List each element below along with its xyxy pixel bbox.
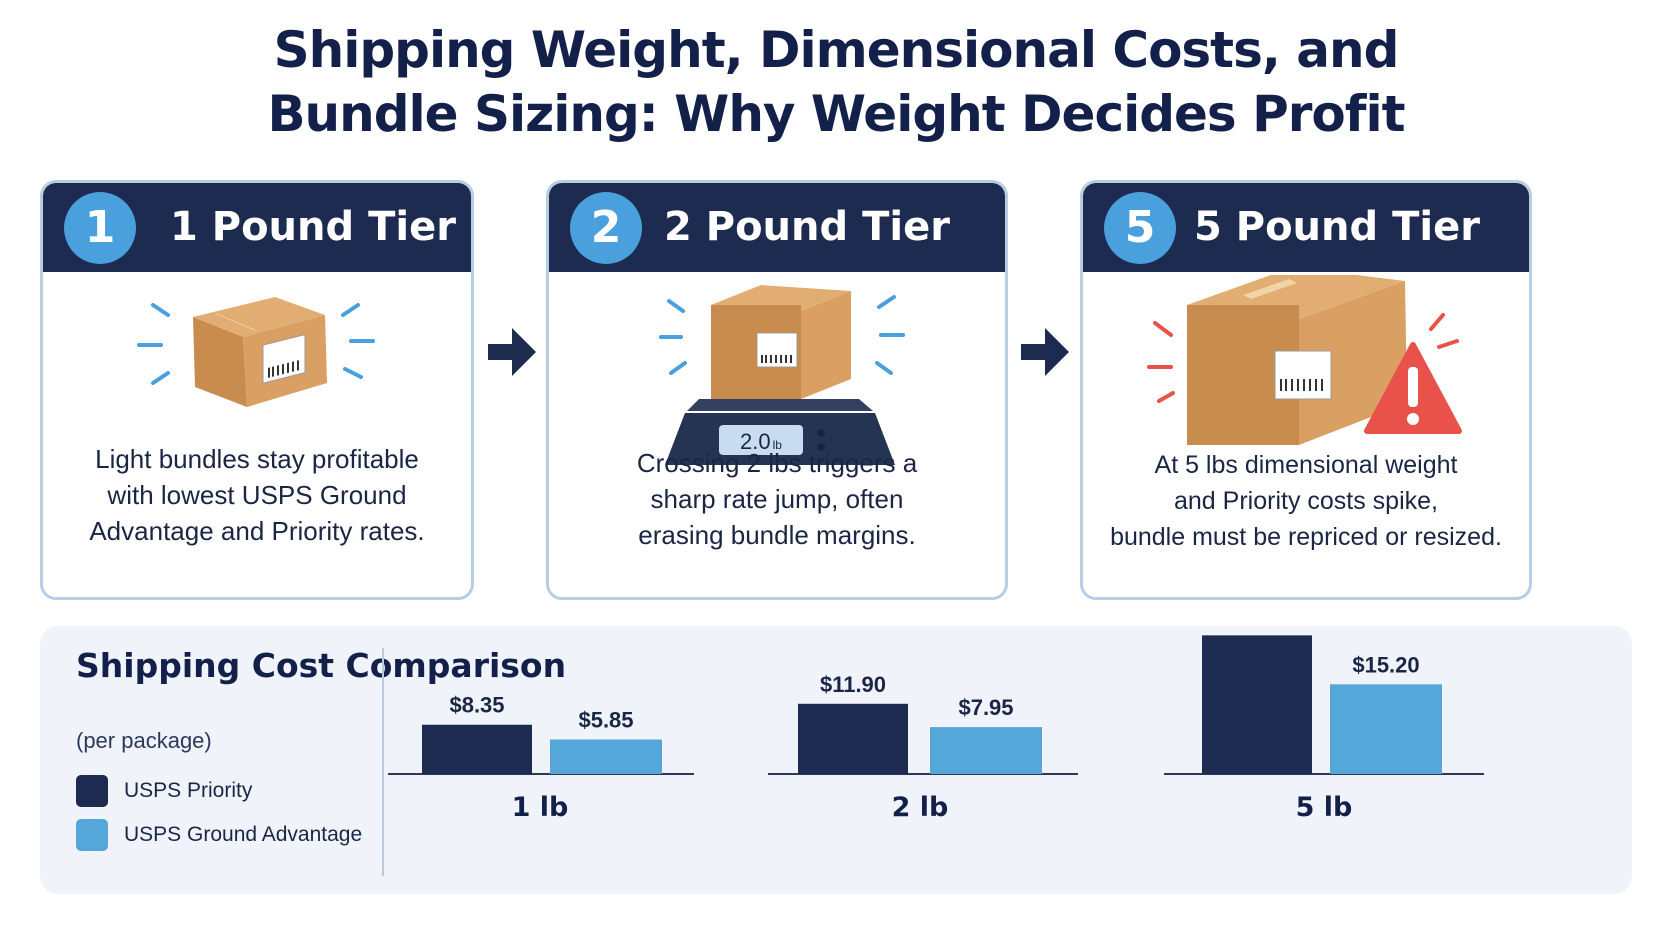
tier-description-line: Advantage and Priority rates.: [89, 516, 425, 546]
bar-ground-1lb: [550, 739, 662, 774]
shipping-box-icon: [1147, 275, 1462, 445]
bar-value-label: $11.90: [820, 672, 886, 697]
tier-description-line: Light bundles stay profitable: [95, 444, 419, 474]
legend-item-priority: USPS Priority: [76, 774, 252, 808]
legend-label: USPS Ground Advantage: [124, 823, 363, 846]
tier-title: 5 Pound Tier: [1194, 204, 1480, 250]
legend-swatch: [76, 819, 108, 851]
tier-description-line: At 5 lbs dimensional weight: [1154, 451, 1458, 479]
legend-swatch: [76, 775, 108, 807]
tier-title: 1 Pound Tier: [170, 204, 456, 250]
tier-header: 1 1 Pound Tier: [43, 183, 471, 272]
shipping-box-icon: [137, 297, 375, 407]
tier-description: Light bundles stay profitable with lowes…: [63, 441, 451, 549]
bar-value-label: $8.35: [449, 693, 504, 718]
tier-description: Crossing 2 lbs triggers a sharp rate jum…: [569, 445, 985, 553]
bar-value-label: $7.95: [958, 695, 1013, 720]
category-label: 1 lb: [512, 792, 569, 823]
tier-number-badge: 2: [570, 192, 642, 264]
bar-value-label: $23.50: [1223, 626, 1290, 628]
panel-divider: [382, 648, 384, 876]
chart-subtitle: (per package): [76, 728, 212, 753]
bar-value-label: $15.20: [1352, 652, 1419, 677]
scale-readout-value: 2.0: [740, 429, 771, 454]
bar-ground-5lb: [1330, 684, 1442, 774]
tier-description-line: sharp rate jump, often: [650, 484, 904, 514]
bar-ground-2lb: [930, 727, 1042, 774]
cost-comparison-panel: Shipping Cost Comparison (per package) U…: [40, 626, 1632, 894]
weighing-scale-icon: [659, 285, 905, 465]
tier-header: 2 2 Pound Tier: [549, 183, 1005, 272]
bar-priority-2lb: [798, 703, 908, 774]
legend-label: USPS Priority: [124, 779, 253, 802]
page-title: Shipping Weight, Dimensional Costs, and …: [0, 18, 1672, 146]
category-label: 5 lb: [1296, 792, 1353, 823]
tier-description: At 5 lbs dimensional weight and Priority…: [1103, 447, 1509, 555]
tier-header: 5 5 Pound Tier: [1083, 183, 1529, 272]
bar-priority-1lb: [422, 724, 532, 774]
arrow-right-icon: [488, 328, 536, 376]
chart-title: Shipping Cost Comparison: [76, 646, 566, 686]
tier-card-5lb: 5 5 Pound Tier At 5 lbs dimensional weig…: [1080, 180, 1532, 600]
scale-readout: 2.0 lb: [719, 427, 803, 457]
chart-title-text: Shipping Cost Comparison: [76, 646, 567, 685]
tier-description-line: and Priority costs spike,: [1174, 487, 1438, 515]
tier-card-1lb: 1 1 Pound Tier Light bundles stay profit…: [40, 180, 474, 600]
scale-readout-unit: lb: [772, 438, 782, 452]
bar-value-label: $5.85: [578, 707, 633, 732]
bar-priority-5lb: [1202, 635, 1312, 774]
category-label: 2 lb: [892, 792, 949, 823]
legend-item-ground: USPS Ground Advantage: [76, 818, 362, 852]
bar-chart: $8.35 $5.85 1 lb $11.90 $7.95 2 lb $23.50 $15.2…: [388, 626, 1484, 823]
tier-title: 2 Pound Tier: [664, 204, 950, 250]
tier-description-line: Crossing 2 lbs triggers a: [636, 448, 918, 478]
tier-number-badge: 5: [1104, 192, 1176, 264]
tier-card-2lb: 2 2 Pound Tier 2.0 lb Crossing 2 lbs: [546, 180, 1008, 600]
tier-description-line: bundle must be repriced or resized.: [1110, 523, 1502, 551]
tier-description-line: erasing bundle margins.: [638, 520, 916, 550]
page-title-line-1: Shipping Weight, Dimensional Costs, and: [273, 21, 1400, 79]
tier-number-badge: 1: [64, 192, 136, 264]
page-title-line-2: Bundle Sizing: Why Weight Decides Profit: [267, 85, 1405, 143]
arrow-right-icon: [1021, 328, 1069, 376]
tier-description-line: with lowest USPS Ground: [107, 480, 407, 510]
